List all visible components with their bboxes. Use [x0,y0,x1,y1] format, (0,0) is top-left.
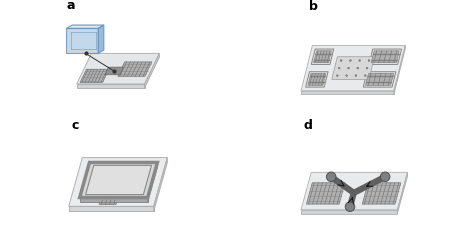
Polygon shape [301,172,408,210]
Polygon shape [99,200,117,204]
Polygon shape [394,46,405,94]
Circle shape [327,172,336,182]
Polygon shape [306,72,328,87]
Polygon shape [98,25,104,53]
Circle shape [357,67,359,69]
Circle shape [359,60,361,61]
Polygon shape [314,51,331,63]
Polygon shape [301,91,394,94]
Polygon shape [69,206,154,211]
Polygon shape [362,183,401,204]
Circle shape [337,75,338,77]
Polygon shape [69,158,167,206]
Circle shape [366,67,368,69]
Polygon shape [77,53,159,84]
Circle shape [349,60,351,61]
Circle shape [365,75,366,77]
Circle shape [346,75,347,77]
Circle shape [347,67,349,69]
Polygon shape [154,158,167,211]
Polygon shape [80,162,157,197]
Circle shape [355,75,357,77]
Text: c: c [71,119,78,132]
Polygon shape [66,25,104,28]
Polygon shape [66,28,98,53]
Polygon shape [77,84,145,88]
Polygon shape [301,210,397,214]
Text: b: b [309,0,318,13]
Polygon shape [306,183,345,204]
Polygon shape [371,51,399,63]
Polygon shape [397,172,408,214]
Polygon shape [311,49,334,64]
Polygon shape [80,197,148,202]
Polygon shape [363,72,396,87]
Polygon shape [332,57,374,79]
Circle shape [380,172,390,182]
Polygon shape [369,49,401,64]
Polygon shape [365,73,393,85]
Circle shape [338,67,340,69]
Polygon shape [80,69,109,82]
Text: d: d [303,119,312,132]
Polygon shape [118,62,152,76]
Polygon shape [301,46,405,91]
Polygon shape [148,162,157,202]
Polygon shape [308,73,326,85]
Circle shape [340,60,342,61]
Polygon shape [145,53,159,88]
Polygon shape [105,67,124,75]
Circle shape [368,60,370,61]
Text: a: a [66,0,75,12]
Polygon shape [86,165,152,195]
Circle shape [345,202,355,211]
